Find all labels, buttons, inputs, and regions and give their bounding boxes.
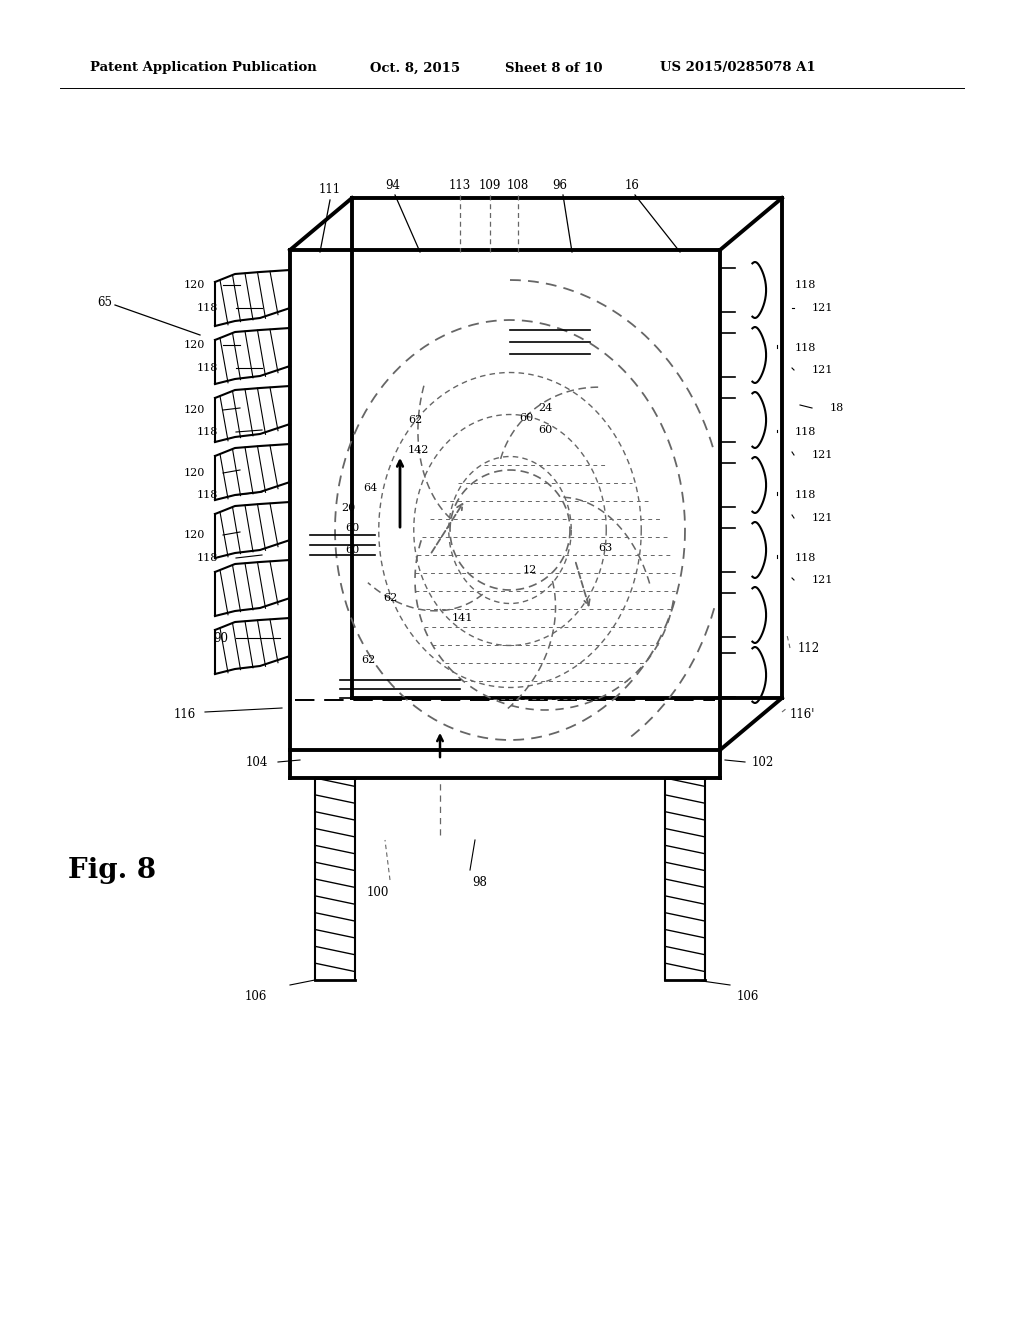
Text: 24: 24 (538, 403, 552, 413)
Text: 118: 118 (197, 363, 218, 374)
Text: 98: 98 (472, 876, 487, 888)
Text: 121: 121 (812, 576, 834, 585)
Text: 116: 116 (174, 708, 196, 721)
Text: 121: 121 (812, 450, 834, 459)
Text: 112: 112 (798, 642, 820, 655)
Text: 100: 100 (367, 886, 389, 899)
Text: 118: 118 (197, 553, 218, 564)
Text: 64: 64 (362, 483, 377, 492)
Text: 118: 118 (197, 426, 218, 437)
Text: 60: 60 (345, 545, 359, 554)
Text: Sheet 8 of 10: Sheet 8 of 10 (505, 62, 602, 74)
Text: 102: 102 (752, 755, 774, 768)
Text: 121: 121 (812, 366, 834, 375)
Text: 109: 109 (479, 180, 501, 191)
Text: 118: 118 (197, 490, 218, 500)
Text: 62: 62 (408, 414, 422, 425)
Text: 106: 106 (737, 990, 759, 1003)
Text: 118: 118 (197, 304, 218, 313)
Text: 62: 62 (360, 655, 375, 665)
Text: 116': 116' (790, 708, 815, 721)
Text: 60: 60 (538, 425, 552, 436)
Text: 12: 12 (523, 565, 538, 576)
Text: 118: 118 (795, 553, 816, 564)
Text: 96: 96 (553, 180, 567, 191)
Text: 62: 62 (383, 593, 397, 603)
Text: 106: 106 (245, 990, 267, 1003)
Text: 90: 90 (213, 631, 228, 644)
Text: 111: 111 (318, 183, 341, 195)
Text: 142: 142 (408, 445, 429, 455)
Text: 118: 118 (795, 426, 816, 437)
Text: US 2015/0285078 A1: US 2015/0285078 A1 (660, 62, 816, 74)
Text: 108: 108 (507, 180, 529, 191)
Text: Fig. 8: Fig. 8 (68, 857, 156, 883)
Text: 63: 63 (598, 543, 612, 553)
Text: 121: 121 (812, 513, 834, 523)
Text: 120: 120 (183, 531, 205, 540)
Text: 60: 60 (345, 523, 359, 533)
Text: Oct. 8, 2015: Oct. 8, 2015 (370, 62, 460, 74)
Text: 20: 20 (341, 503, 355, 513)
Text: 121: 121 (812, 304, 834, 313)
Text: 18: 18 (830, 403, 844, 413)
Text: 104: 104 (246, 755, 268, 768)
Text: 118: 118 (795, 490, 816, 500)
Text: 94: 94 (385, 180, 400, 191)
Text: 120: 120 (183, 469, 205, 478)
Text: 120: 120 (183, 280, 205, 290)
Text: 113: 113 (449, 180, 471, 191)
Text: 60: 60 (519, 413, 534, 422)
Text: Patent Application Publication: Patent Application Publication (90, 62, 316, 74)
Text: 120: 120 (183, 405, 205, 414)
Text: 118: 118 (795, 280, 816, 290)
Text: 120: 120 (183, 341, 205, 350)
Text: 118: 118 (795, 343, 816, 352)
Text: 16: 16 (625, 180, 639, 191)
Text: 141: 141 (452, 612, 473, 623)
Text: 65: 65 (97, 296, 113, 309)
